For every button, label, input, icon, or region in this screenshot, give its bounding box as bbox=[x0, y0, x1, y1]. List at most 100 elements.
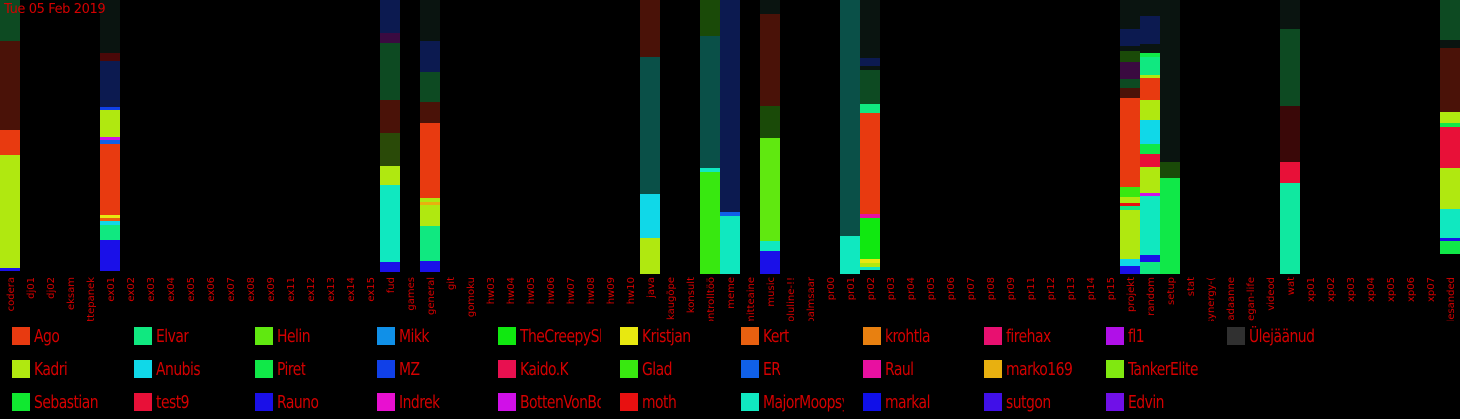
legend-swatch bbox=[741, 360, 759, 378]
legend-item: Elvar bbox=[133, 325, 250, 347]
bar-segment bbox=[0, 155, 20, 268]
bar-segment bbox=[100, 240, 120, 271]
legend-swatch bbox=[1105, 393, 1124, 411]
tick-label: xp02 bbox=[1326, 277, 1337, 302]
bar-segment bbox=[860, 66, 880, 70]
bar-segment bbox=[100, 221, 120, 225]
tick-label: random bbox=[1146, 277, 1157, 316]
legend-item: markal bbox=[862, 391, 979, 413]
bar-segment bbox=[1140, 193, 1160, 196]
bar-segment bbox=[1120, 62, 1140, 79]
tick-label: eksam bbox=[66, 277, 77, 310]
bar-music bbox=[760, 0, 780, 274]
tick-label: wat bbox=[1286, 277, 1297, 295]
legend-swatch bbox=[984, 327, 1002, 345]
legend-label: Edvin bbox=[1127, 391, 1164, 413]
legend-swatch bbox=[741, 393, 759, 411]
bar-segment bbox=[840, 236, 860, 274]
bar-segment bbox=[1140, 120, 1160, 144]
tick-label: xp03 bbox=[1346, 277, 1357, 302]
legend-label: Ago bbox=[34, 325, 60, 347]
legend-swatch bbox=[1105, 360, 1124, 378]
bar-segment bbox=[420, 198, 440, 202]
legend-item: Kristjan bbox=[619, 325, 736, 347]
bar-segment bbox=[1120, 266, 1140, 274]
bar-segment bbox=[1140, 100, 1160, 120]
tick-label: ex08 bbox=[246, 277, 257, 302]
tick-label: pr15 bbox=[1106, 277, 1117, 300]
legend-label: TheCreepySh bbox=[520, 325, 601, 347]
bar-ex01 bbox=[100, 0, 120, 271]
bar-segment bbox=[720, 216, 740, 274]
tick-label: java bbox=[646, 277, 657, 299]
legend-item: Rauno bbox=[255, 391, 371, 413]
legend-label: TankerElite bbox=[1127, 358, 1198, 380]
tick-label: xp06 bbox=[1406, 277, 1417, 302]
legend-swatch bbox=[498, 393, 516, 411]
tick-label: hw10 bbox=[626, 277, 637, 304]
legend-item: Edvin bbox=[1105, 391, 1222, 413]
bar-segment bbox=[1120, 46, 1140, 51]
tick-label: ex11 bbox=[286, 277, 297, 302]
bar-segment bbox=[420, 0, 440, 41]
bar-fud bbox=[380, 0, 400, 272]
tick-label: ex07 bbox=[226, 277, 237, 302]
tick-label: hw08 bbox=[586, 277, 597, 304]
bar-segment bbox=[0, 0, 20, 41]
bar-setup bbox=[1160, 0, 1180, 274]
bar-segment bbox=[1440, 0, 1460, 40]
legend-label: Ülejäänud bbox=[1249, 325, 1315, 347]
legend-swatch bbox=[619, 393, 638, 411]
bar-segment bbox=[1140, 44, 1160, 53]
tick-label: ex02 bbox=[126, 277, 137, 302]
bar-segment bbox=[1140, 0, 1160, 16]
bar-segment bbox=[860, 0, 880, 58]
legend-item: Anubis bbox=[133, 358, 250, 380]
legend-item: MZ bbox=[376, 358, 493, 380]
bar-segment bbox=[100, 110, 120, 137]
bar-segment bbox=[100, 225, 120, 240]
tick-label: pr02 bbox=[866, 277, 877, 300]
bar-segment bbox=[700, 0, 720, 36]
tick-label: kontrolltöö bbox=[706, 277, 717, 321]
bar-segment bbox=[1120, 0, 1140, 29]
bar-random bbox=[1140, 0, 1160, 274]
tick-label: synergy-( bbox=[1206, 277, 1217, 321]
bar-segment bbox=[1120, 197, 1140, 203]
tick-label: oluline-!! bbox=[786, 277, 797, 321]
bar-segment bbox=[420, 123, 440, 198]
tick-label: fud bbox=[386, 277, 397, 293]
bar-segment bbox=[100, 215, 120, 218]
bar-segment bbox=[1440, 209, 1460, 238]
tick-label: konsult bbox=[686, 277, 697, 313]
tick-label: pr09 bbox=[1006, 277, 1017, 300]
bar-segment bbox=[100, 137, 120, 140]
bar-segment bbox=[380, 185, 400, 262]
bar-segment bbox=[1120, 206, 1140, 210]
tick-label: pr14 bbox=[1086, 277, 1097, 300]
bar-codera bbox=[0, 0, 20, 271]
legend-label: marko169 bbox=[1006, 358, 1073, 380]
bar-segment bbox=[1280, 0, 1300, 29]
bar-segment bbox=[860, 263, 880, 267]
bar-segment bbox=[1140, 255, 1160, 262]
tick-label: ex13 bbox=[326, 277, 337, 302]
bar-segment bbox=[420, 72, 440, 81]
bar-segment bbox=[760, 0, 780, 14]
tick-label: kaugõpe bbox=[666, 277, 677, 320]
bar-segment bbox=[1440, 241, 1460, 254]
bar-segment bbox=[0, 268, 20, 271]
bar-segment bbox=[380, 100, 400, 133]
legend-label: fl1 bbox=[1127, 325, 1144, 347]
legend-swatch bbox=[741, 327, 759, 345]
legend-label: Mikk bbox=[398, 325, 429, 347]
tick-label: pr05 bbox=[926, 277, 937, 300]
bar-segment bbox=[720, 0, 740, 212]
legend-swatch bbox=[1105, 327, 1124, 345]
tick-label: teadaanne bbox=[1226, 277, 1237, 321]
legend-item: marko169 bbox=[984, 358, 1100, 380]
legend-label: ER bbox=[763, 358, 781, 380]
bar-segment bbox=[380, 133, 400, 166]
legend-item: Kert bbox=[741, 325, 857, 347]
tick-label: general bbox=[426, 277, 437, 315]
